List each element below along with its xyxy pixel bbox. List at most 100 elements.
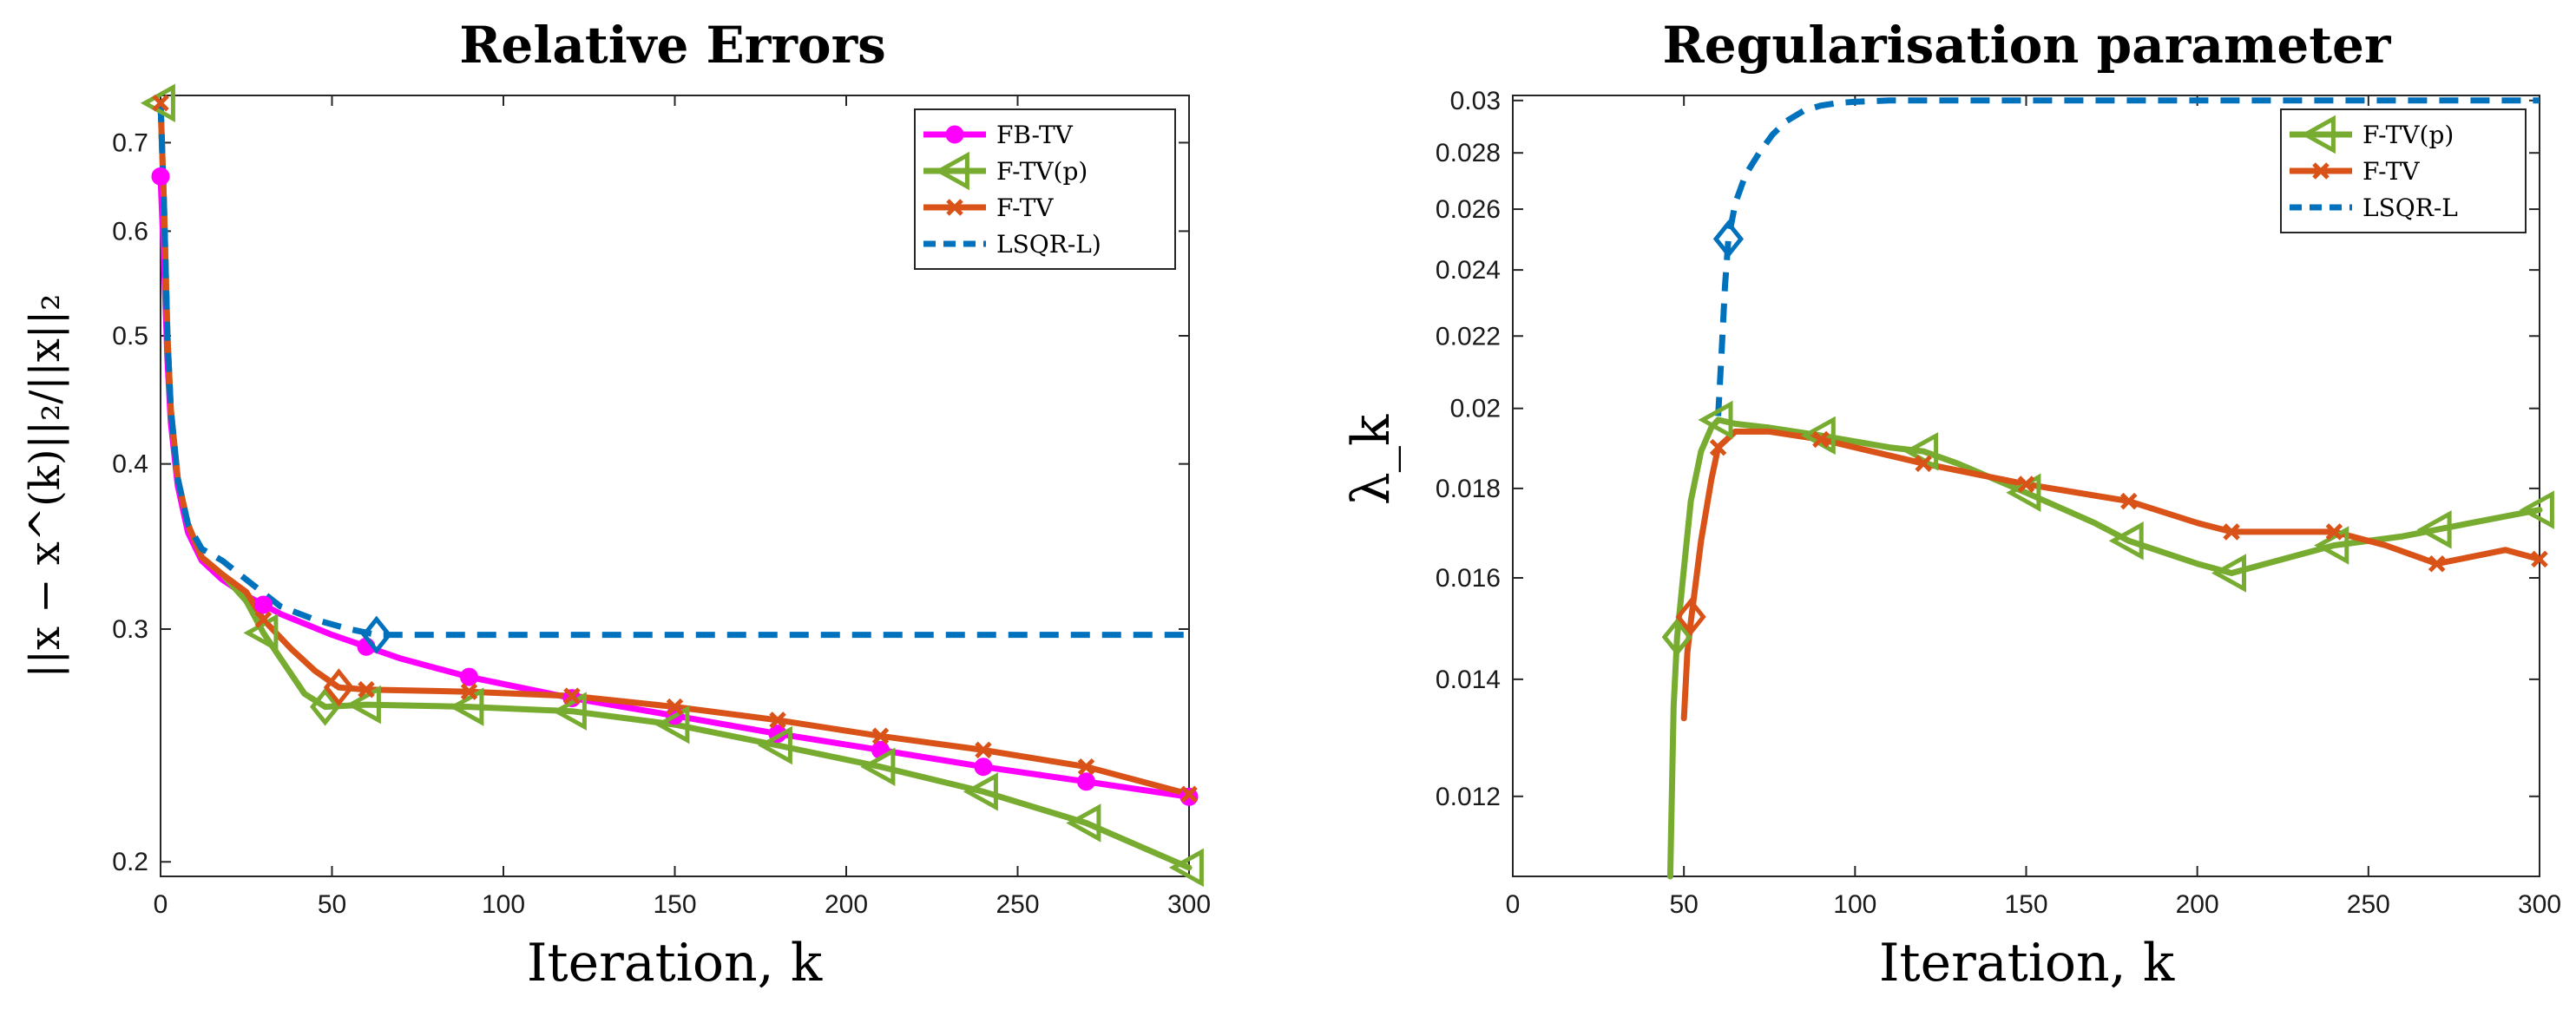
series-marker: [243, 613, 279, 653]
series-marker: [654, 705, 690, 744]
series-marker: [975, 741, 992, 759]
x-axis-label: Iteration, k: [1879, 933, 2175, 994]
legend-label: LSQR-L: [2362, 193, 2458, 222]
relative-errors-chart: Relative Errors 0 50 100 150 200 250 300 0.2 0.3…: [21, 16, 1211, 994]
annotation-diamond: [323, 668, 355, 707]
x-tick-label: 300: [2518, 890, 2561, 919]
series-marker: [1077, 772, 1095, 791]
x-tick-label: 200: [2176, 890, 2219, 919]
series-markers: [1661, 220, 2554, 657]
y-tick-label: 0.012: [1436, 783, 1501, 811]
series-line: [157, 100, 1193, 797]
series-marker: [1915, 455, 1932, 472]
series-marker: [974, 758, 993, 777]
y-tick-label: 0.03: [1450, 87, 1501, 115]
regularisation-parameter-chart: Regularisation parameter 0 50 100 150 200 250…: [1341, 16, 2561, 994]
series-marker: [140, 83, 175, 123]
legend: FB-TV F-TV(p) F-TV LSQR-L): [914, 108, 1176, 270]
legend: F-TV(p) F-TV LSQR-L: [2280, 108, 2527, 233]
annotation-diamond: [1661, 618, 1692, 657]
legend-marker: [946, 199, 963, 216]
series-lines: [157, 100, 1193, 871]
annotation-diamond: [1675, 597, 1706, 636]
series-marker: [860, 747, 896, 786]
legend-label: LSQR-L): [996, 230, 1101, 259]
y-tick-label: 0.02: [1450, 395, 1501, 423]
series-marker: [1180, 785, 1198, 803]
x-tick-label: 300: [1167, 890, 1211, 919]
axis-ticks: 0 50 100 150 200 250 300 0.012 0.014 0.016 0.018 0.…: [1436, 87, 2561, 919]
legend-marker: [945, 125, 964, 144]
legend-label: FB-TV: [996, 121, 1074, 149]
y-tick-label: 0.4: [112, 450, 148, 479]
series-marker: [563, 687, 581, 705]
series-marker: [2120, 492, 2138, 510]
series-marker: [871, 727, 890, 745]
legend-label: F-TV(p): [996, 157, 1088, 186]
y-tick-label: 0.018: [1436, 475, 1501, 503]
series-marker: [254, 611, 273, 628]
y-axis-label: λ_k: [1341, 414, 1402, 505]
legend-marker: [2300, 115, 2336, 154]
series-marker: [358, 680, 375, 698]
x-tick-label: 0: [1506, 890, 1521, 919]
series-marker: [1698, 400, 1733, 440]
y-tick-label: 0.3: [112, 615, 148, 644]
series-marker: [1812, 430, 1830, 449]
series-line: [1666, 416, 2543, 880]
series-line: [157, 102, 1189, 639]
series-marker: [1168, 848, 1204, 888]
series-marker: [460, 683, 478, 700]
series-marker: [460, 667, 478, 686]
y-tick-label: 0.014: [1436, 666, 1501, 694]
annotation-diamond: [1712, 220, 1745, 259]
x-tick-label: 50: [1669, 890, 1698, 919]
series-marker: [769, 712, 786, 729]
series-marker: [2428, 554, 2446, 573]
chart-title: Relative Errors: [459, 16, 886, 75]
series-marker: [2211, 554, 2246, 593]
annotation-diamond: [309, 687, 341, 726]
series-marker: [551, 692, 587, 731]
series-marker: [2017, 475, 2035, 493]
y-tick-label: 0.028: [1436, 139, 1501, 167]
series-marker: [2108, 521, 2144, 561]
y-tick-label: 0.2: [112, 848, 148, 876]
y-tick-label: 0.5: [112, 322, 148, 351]
x-tick-label: 200: [825, 890, 868, 919]
series-marker: [666, 698, 684, 716]
y-tick-label: 0.016: [1436, 564, 1501, 593]
y-tick-label: 0.022: [1436, 322, 1501, 351]
y-tick-label: 0.6: [112, 217, 148, 246]
series-line: [1715, 97, 2540, 416]
series-marker: [1709, 438, 1727, 456]
y-tick-label: 0.026: [1436, 195, 1501, 224]
annotation-diamond: [361, 615, 392, 654]
legend-label: F-TV: [2362, 157, 2420, 186]
series-marker: [2314, 526, 2349, 565]
legend-marker: [2312, 162, 2330, 180]
x-tick-label: 250: [2347, 890, 2390, 919]
series-marker: [152, 94, 169, 112]
legend-label: F-TV(p): [2362, 121, 2454, 149]
series-marker: [1066, 803, 1101, 843]
y-axis-label: ||x − x^(k)||₂/||x||₂: [21, 294, 69, 679]
series-marker: [254, 595, 273, 614]
x-tick-label: 0: [154, 890, 168, 919]
x-tick-label: 250: [996, 890, 1039, 919]
series-marker: [151, 167, 170, 186]
y-tick-label: 0.7: [112, 128, 148, 157]
chart-title: Regularisation parameter: [1663, 16, 2392, 75]
x-axis-label: Iteration, k: [527, 933, 823, 994]
x-tick-label: 50: [318, 890, 346, 919]
x-tick-label: 150: [653, 890, 696, 919]
series-marker: [2223, 523, 2240, 541]
series-marker: [345, 685, 381, 725]
x-tick-label: 150: [2004, 890, 2047, 919]
series-marker: [757, 725, 792, 765]
legend-marker: [934, 151, 969, 191]
x-tick-label: 100: [482, 890, 525, 919]
series-marker: [449, 687, 484, 726]
series-marker: [1077, 758, 1095, 776]
